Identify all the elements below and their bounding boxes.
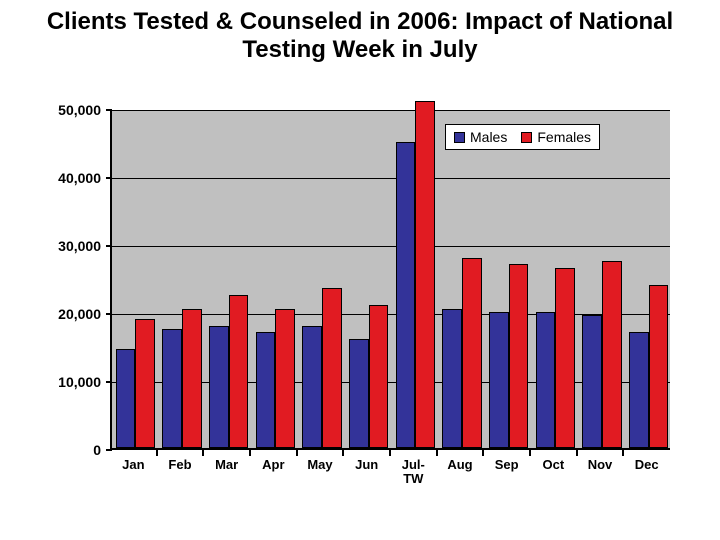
grid-line bbox=[112, 178, 670, 179]
bar-females bbox=[135, 319, 155, 448]
bar-females bbox=[602, 261, 622, 448]
y-tick-mark bbox=[106, 245, 112, 247]
y-tick-mark bbox=[106, 177, 112, 179]
bar-males bbox=[442, 309, 462, 448]
y-tick-mark bbox=[106, 313, 112, 315]
y-tick-label: 50,000 bbox=[35, 102, 105, 118]
bar-females bbox=[509, 264, 529, 448]
x-category-label: Oct bbox=[530, 458, 577, 472]
legend: Males Females bbox=[445, 124, 600, 150]
x-category-label: Feb bbox=[157, 458, 204, 472]
bar-males bbox=[209, 326, 229, 448]
legend-label: Males bbox=[470, 129, 507, 145]
bar-females bbox=[369, 305, 389, 448]
y-tick-label: 20,000 bbox=[35, 306, 105, 322]
legend-label: Females bbox=[537, 129, 591, 145]
legend-swatch bbox=[521, 132, 532, 143]
y-tick-label: 0 bbox=[35, 442, 105, 458]
x-tick-mark bbox=[529, 450, 531, 456]
bar-females bbox=[555, 268, 575, 448]
bar-females bbox=[322, 288, 342, 448]
bar-males bbox=[116, 349, 136, 448]
x-tick-mark bbox=[156, 450, 158, 456]
x-category-label: Nov bbox=[577, 458, 624, 472]
y-tick-mark bbox=[106, 381, 112, 383]
bar-females bbox=[649, 285, 669, 448]
x-category-label: Jul- TW bbox=[390, 458, 437, 485]
x-tick-mark bbox=[389, 450, 391, 456]
x-category-label: Mar bbox=[203, 458, 250, 472]
chart-title: Clients Tested & Counseled in 2006: Impa… bbox=[0, 0, 720, 63]
bar-females bbox=[415, 101, 435, 448]
y-tick-label: 30,000 bbox=[35, 238, 105, 254]
bar-males bbox=[396, 142, 416, 448]
x-category-label: Sep bbox=[483, 458, 530, 472]
x-tick-mark bbox=[622, 450, 624, 456]
chart-container: 0 10,000 20,000 30,000 40,000 50,000 JanFebMar… bbox=[30, 100, 690, 510]
x-category-label: Jan bbox=[110, 458, 157, 472]
bar-females bbox=[182, 309, 202, 448]
x-category-label: Aug bbox=[437, 458, 484, 472]
y-tick-mark bbox=[106, 449, 112, 451]
grid-line bbox=[112, 246, 670, 247]
x-tick-mark bbox=[576, 450, 578, 456]
bar-males bbox=[536, 312, 556, 448]
x-category-label: Dec bbox=[623, 458, 670, 472]
legend-item: Females bbox=[521, 129, 591, 145]
plot-area bbox=[110, 110, 670, 450]
bar-males bbox=[629, 332, 649, 448]
x-tick-mark bbox=[436, 450, 438, 456]
bar-males bbox=[349, 339, 369, 448]
x-tick-mark bbox=[342, 450, 344, 456]
bar-males bbox=[582, 315, 602, 448]
x-category-label: Apr bbox=[250, 458, 297, 472]
y-tick-mark bbox=[106, 109, 112, 111]
bar-males bbox=[489, 312, 509, 448]
bar-males bbox=[302, 326, 322, 448]
bar-females bbox=[229, 295, 249, 448]
grid-line bbox=[112, 110, 670, 111]
bar-females bbox=[462, 258, 482, 448]
y-tick-label: 40,000 bbox=[35, 170, 105, 186]
legend-swatch bbox=[454, 132, 465, 143]
bar-females bbox=[275, 309, 295, 448]
x-category-label: Jun bbox=[343, 458, 390, 472]
bar-males bbox=[162, 329, 182, 448]
y-tick-label: 10,000 bbox=[35, 374, 105, 390]
bar-males bbox=[256, 332, 276, 448]
x-tick-mark bbox=[249, 450, 251, 456]
legend-item: Males bbox=[454, 129, 507, 145]
x-tick-mark bbox=[482, 450, 484, 456]
x-tick-mark bbox=[296, 450, 298, 456]
x-category-label: May bbox=[297, 458, 344, 472]
x-tick-mark bbox=[202, 450, 204, 456]
